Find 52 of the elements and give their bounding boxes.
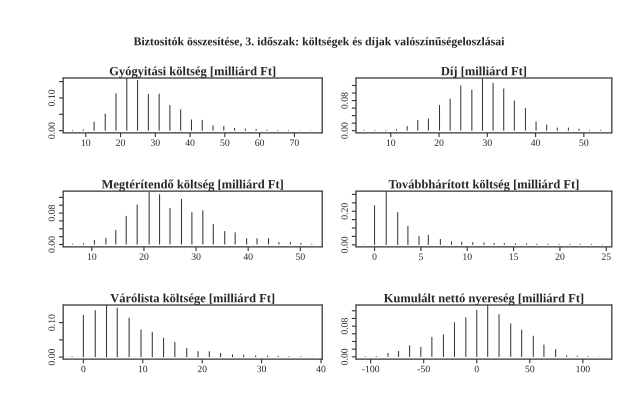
x-tick-label: 20 <box>198 366 207 372</box>
x-tick-label: 10 <box>88 253 96 260</box>
chart-title: Megtérítendő költség [milliárd Ft] <box>102 180 283 192</box>
x-tick-label: 30 <box>192 253 201 260</box>
x-tick-label: 50 <box>580 139 588 146</box>
x-tick-label: 20 <box>434 139 444 146</box>
x-tick-label: 30 <box>150 139 160 146</box>
x-tick-label: 0 <box>372 253 377 260</box>
x-tick-label: 100 <box>576 366 590 372</box>
x-tick-label: 10 <box>386 139 396 146</box>
y-tick-label: 0.10 <box>48 90 55 106</box>
x-tick-label: 60 <box>255 139 264 146</box>
x-tick-label: 10 <box>463 253 472 260</box>
chart-title: Gyógyitási költség [milliárd Ft] <box>110 66 276 78</box>
x-tick-label: -50 <box>418 366 430 372</box>
y-tick-label: 0.08 <box>341 318 348 334</box>
chart-title: Díj [milliárd Ft] <box>441 66 526 78</box>
y-tick-label: 0.00 <box>48 236 55 253</box>
x-tick-label: 20 <box>116 139 126 146</box>
x-tick-label: 40 <box>185 139 195 146</box>
y-tick-label: 0.08 <box>48 204 55 222</box>
y-tick-label: 0.00 <box>48 122 55 139</box>
x-tick-label: 10 <box>138 366 148 372</box>
x-tick-label: 0 <box>474 366 479 372</box>
chart-title: Kumulált nettó nyereség [milliárd Ft] <box>384 294 584 305</box>
y-tick-label: 0.08 <box>341 92 348 109</box>
x-tick-label: 0 <box>81 366 86 372</box>
y-tick-label: 0.00 <box>341 348 348 365</box>
x-tick-label: 40 <box>316 366 326 372</box>
y-tick-label: 0.00 <box>341 236 348 253</box>
x-tick-label: 70 <box>290 139 299 146</box>
text: Biztositók összesítése, 3. időszak: költségek és díjak valószínűségeloszlásai <box>134 36 504 48</box>
x-tick-label: 30 <box>257 366 266 372</box>
x-tick-label: 25 <box>602 253 611 260</box>
x-tick-label: 15 <box>510 253 518 260</box>
x-tick-label: 50 <box>296 253 305 260</box>
x-tick-label: 5 <box>419 253 423 260</box>
chart-title: Továbbhárított költség [milliárd Ft] <box>388 180 578 192</box>
x-tick-label: 20 <box>556 253 564 260</box>
y-tick-label: 0.00 <box>341 122 348 139</box>
x-tick-label: 10 <box>82 139 90 146</box>
x-tick-label: 50 <box>220 139 230 146</box>
x-tick-label: 40 <box>244 253 253 260</box>
x-tick-label: 40 <box>530 139 540 146</box>
x-tick-label: -100 <box>362 366 380 372</box>
y-tick-label: 0.00 <box>48 348 55 366</box>
chart-title: Várólista költsége [milliárd Ft] <box>110 294 274 305</box>
x-tick-label: 30 <box>482 139 492 146</box>
y-tick-label: 0.10 <box>48 314 55 331</box>
x-tick-label: 50 <box>526 366 534 372</box>
x-tick-label: 20 <box>140 253 148 260</box>
y-tick-label: 0.20 <box>341 203 348 220</box>
